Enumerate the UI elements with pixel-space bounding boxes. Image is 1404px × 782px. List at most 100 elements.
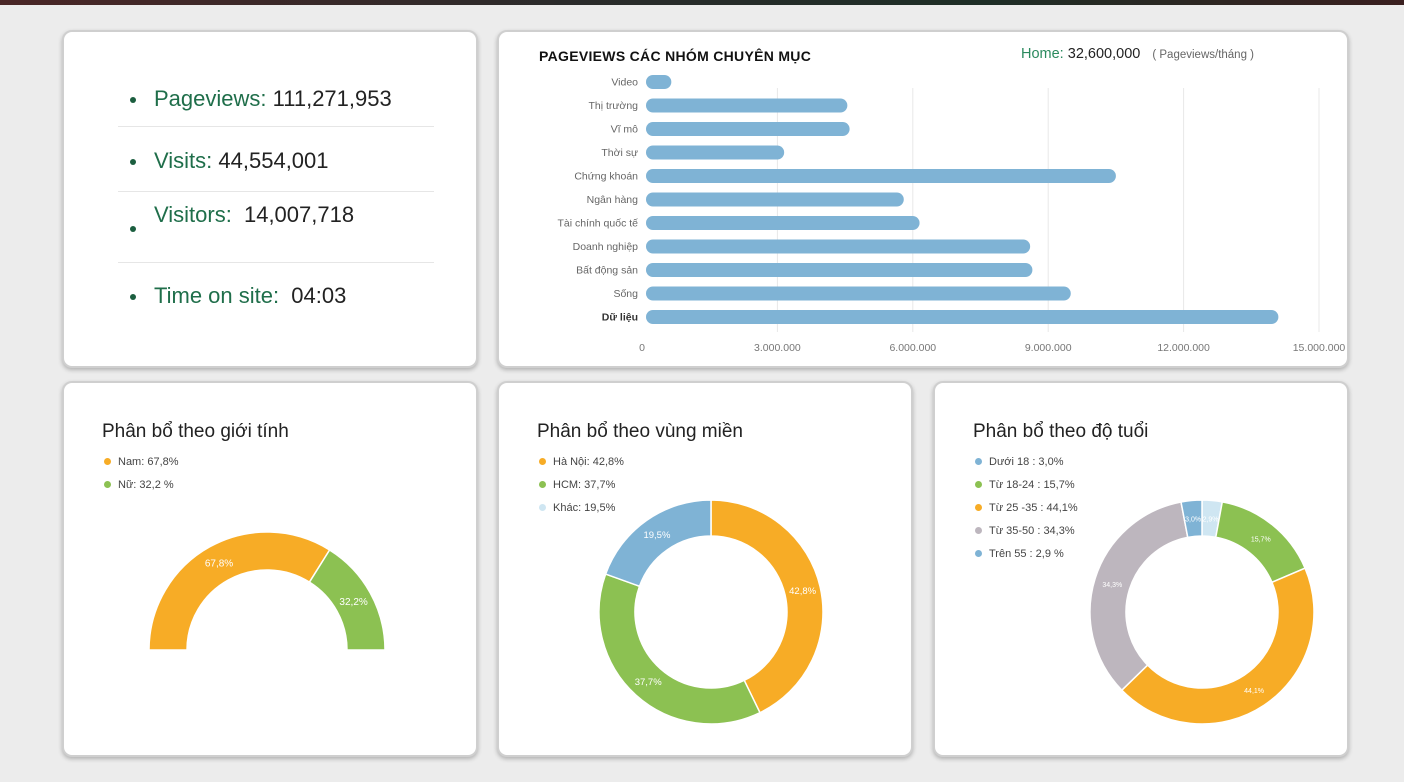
bar [646,263,1033,277]
bar [646,239,1031,254]
home-label: Home: [1021,46,1064,62]
bar-chart: 0 3.000.000 6.000.000 9.000.000 12.000.000 15… [557,75,1346,354]
legend-item: Nữ: 32,2 % [102,478,179,501]
legend-label: Khác: 19,5% [553,502,616,514]
stat-value: 04:03 [291,283,347,308]
legend-label: Từ 25 -35 : 44,1% [989,502,1078,514]
bar [646,98,848,113]
category-label: Doanh nghiệp [573,241,639,253]
home-value: 32,600,000 [1067,46,1141,62]
x-tick-label: 15.000.000 [1293,342,1346,354]
slice [308,548,386,651]
home-pageviews: Home: 32,600,000 ( Pageviews/tháng ) [1021,46,1254,62]
age-chart-card: Phân bổ theo độ tuổi Dưới 18 : 3,0% Từ 1… [933,381,1349,757]
stat-visits: Visits: 44,554,001 [118,148,434,174]
legend-label: Nam: 67,8% [118,456,179,468]
slice [148,531,331,651]
legend-swatch [539,458,546,465]
stat-label: Pageviews: [154,86,267,111]
x-tick-label: 3.000.000 [754,342,801,354]
bullet-icon [130,97,136,103]
bullet-icon [130,159,136,165]
divider [118,262,434,263]
legend-swatch [975,458,982,465]
stat-label: Visitors: [154,202,232,227]
slice-label: 15,7% [1251,537,1271,544]
legend: Dưới 18 : 3,0% Từ 18-24 : 15,7% Từ 25 -3… [973,455,1078,570]
legend-label: HCM: 37,7% [553,479,616,491]
category-label: Ngân hàng [587,194,639,206]
slice [1180,499,1203,539]
bar [646,122,850,136]
slice [604,499,712,588]
stat-value: 44,554,001 [218,148,329,173]
top-bar [0,0,1404,5]
category-label: Dữ liệu [602,312,638,324]
bar [646,310,1279,324]
slice-label: 42,8% [789,586,816,597]
bar [646,286,1071,301]
stat-visitors: Visitors: 14,007,718 [118,202,434,232]
slice-label: 32,2% [339,597,367,608]
legend-swatch [104,458,111,465]
category-label: Video [611,77,638,89]
legend-item: Từ 18-24 : 15,7% [973,478,1078,501]
legend-item: Từ 25 -35 : 44,1% [973,501,1078,524]
slice [710,499,824,714]
slice-label: 3,0% [1185,516,1201,523]
category-label: Vĩ mô [611,124,639,136]
slice-label: 19,5% [643,530,670,541]
category-label: Bất động sản [576,265,638,277]
bar [646,75,672,89]
legend-label: Trên 55 : 2,9 % [989,548,1064,560]
stat-value: 111,271,953 [272,86,392,111]
slice-label: 2,9% [1203,516,1219,523]
legend-swatch [539,504,546,511]
slice-label: 34,3% [1102,582,1122,589]
bullet-icon [130,294,136,300]
category-label: Chứng khoán [574,171,638,183]
bar [646,145,785,160]
legend-item: HCM: 37,7% [537,478,624,501]
bar [646,216,920,230]
legend-swatch [539,481,546,488]
legend-item: Khác: 19,5% [537,501,624,524]
legend-swatch [975,527,982,534]
x-tick-label: 9.000.000 [1025,342,1072,354]
pageviews-bar-chart-card: PAGEVIEWS CÁC NHÓM CHUYÊN MỤC Home: 32,6… [497,30,1349,368]
stat-time-on-site: Time on site: 04:03 [118,283,434,309]
stat-label: Time on site: [154,283,280,308]
category-label: Thị trường [588,100,638,112]
chart-title: Phân bổ theo giới tính [102,421,289,442]
chart-title: Phân bổ theo độ tuổi [973,421,1149,442]
legend-item: Hà Nội: 42,8% [537,455,624,478]
slice-label: 37,7% [635,677,662,688]
divider [118,126,434,127]
region-donut-chart: 42,8% 37,7% 19,5% [598,499,824,725]
category-label: Thời sự [601,147,638,159]
legend: Nam: 67,8% Nữ: 32,2 % [102,455,179,501]
x-tick-label: 12.000.000 [1157,342,1210,354]
legend-item: Nam: 67,8% [102,455,179,478]
slice-label: 67,8% [205,558,233,569]
bar [646,192,904,207]
stat-label: Visits: [154,148,213,173]
gender-semi-donut-chart: 67,8% 32,2% [148,531,386,651]
legend-swatch [975,550,982,557]
legend-label: Hà Nội: 42,8% [553,456,624,468]
gender-chart-card: Phân bổ theo giới tính Nam: 67,8% Nữ: 32… [62,381,478,757]
slice-label: 44,1% [1244,688,1264,695]
legend-item: Từ 35-50 : 34,3% [973,524,1078,547]
category-label: Sống [613,288,638,300]
unit-label: ( Pageviews/tháng ) [1152,49,1254,61]
slice [598,573,761,725]
chart-title: Phân bổ theo vùng miền [537,421,743,442]
region-chart-card: Phân bổ theo vùng miền Hà Nội: 42,8% HCM… [497,381,913,757]
legend-swatch [104,481,111,488]
chart-title: PAGEVIEWS CÁC NHÓM CHUYÊN MỤC [539,48,812,64]
stat-pageviews: Pageviews: 111,271,953 [118,86,434,112]
bullet-icon [130,226,136,232]
legend-item: Dưới 18 : 3,0% [973,455,1078,478]
divider [118,191,434,192]
bar [646,169,1116,183]
